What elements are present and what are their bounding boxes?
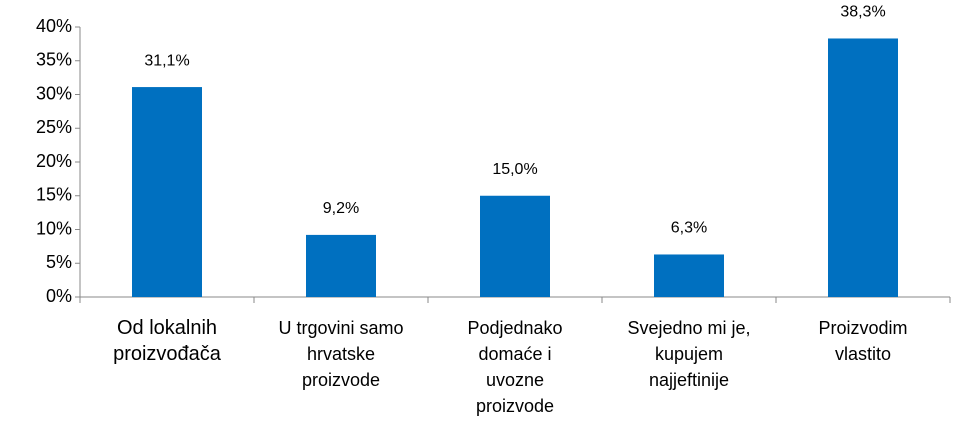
y-tick-label: 20% [36,151,72,171]
bar [828,38,898,297]
y-tick-label: 15% [36,185,72,205]
y-tick-label: 10% [36,218,72,238]
y-tick-label: 30% [36,83,72,103]
y-tick-label: 5% [46,252,72,272]
bar [654,254,724,297]
x-tick-label: Podjednako domaće i uvozne proizvode [467,318,563,416]
bar [132,87,202,297]
x-tick-label: Proizvodim vlastito [818,318,908,364]
bar [306,234,376,297]
y-tick-label: 40% [36,16,72,36]
x-tick-label: Svejedno mi je, kupujem najjeftinije [627,318,751,390]
x-tick-label: Od lokalnih proizvođača [113,317,221,365]
bar [480,195,550,297]
y-tick-label: 0% [46,286,72,306]
value-label: 38,3% [840,4,885,21]
value-label: 31,1% [144,52,189,69]
value-label: 15,0% [492,161,537,178]
value-label: 9,2% [323,200,359,217]
y-tick-label: 25% [36,117,72,137]
x-tick-label: U trgovini samo hrvatske proizvode [278,318,404,390]
value-label: 6,3% [671,220,707,237]
y-tick-label: 35% [36,50,72,70]
